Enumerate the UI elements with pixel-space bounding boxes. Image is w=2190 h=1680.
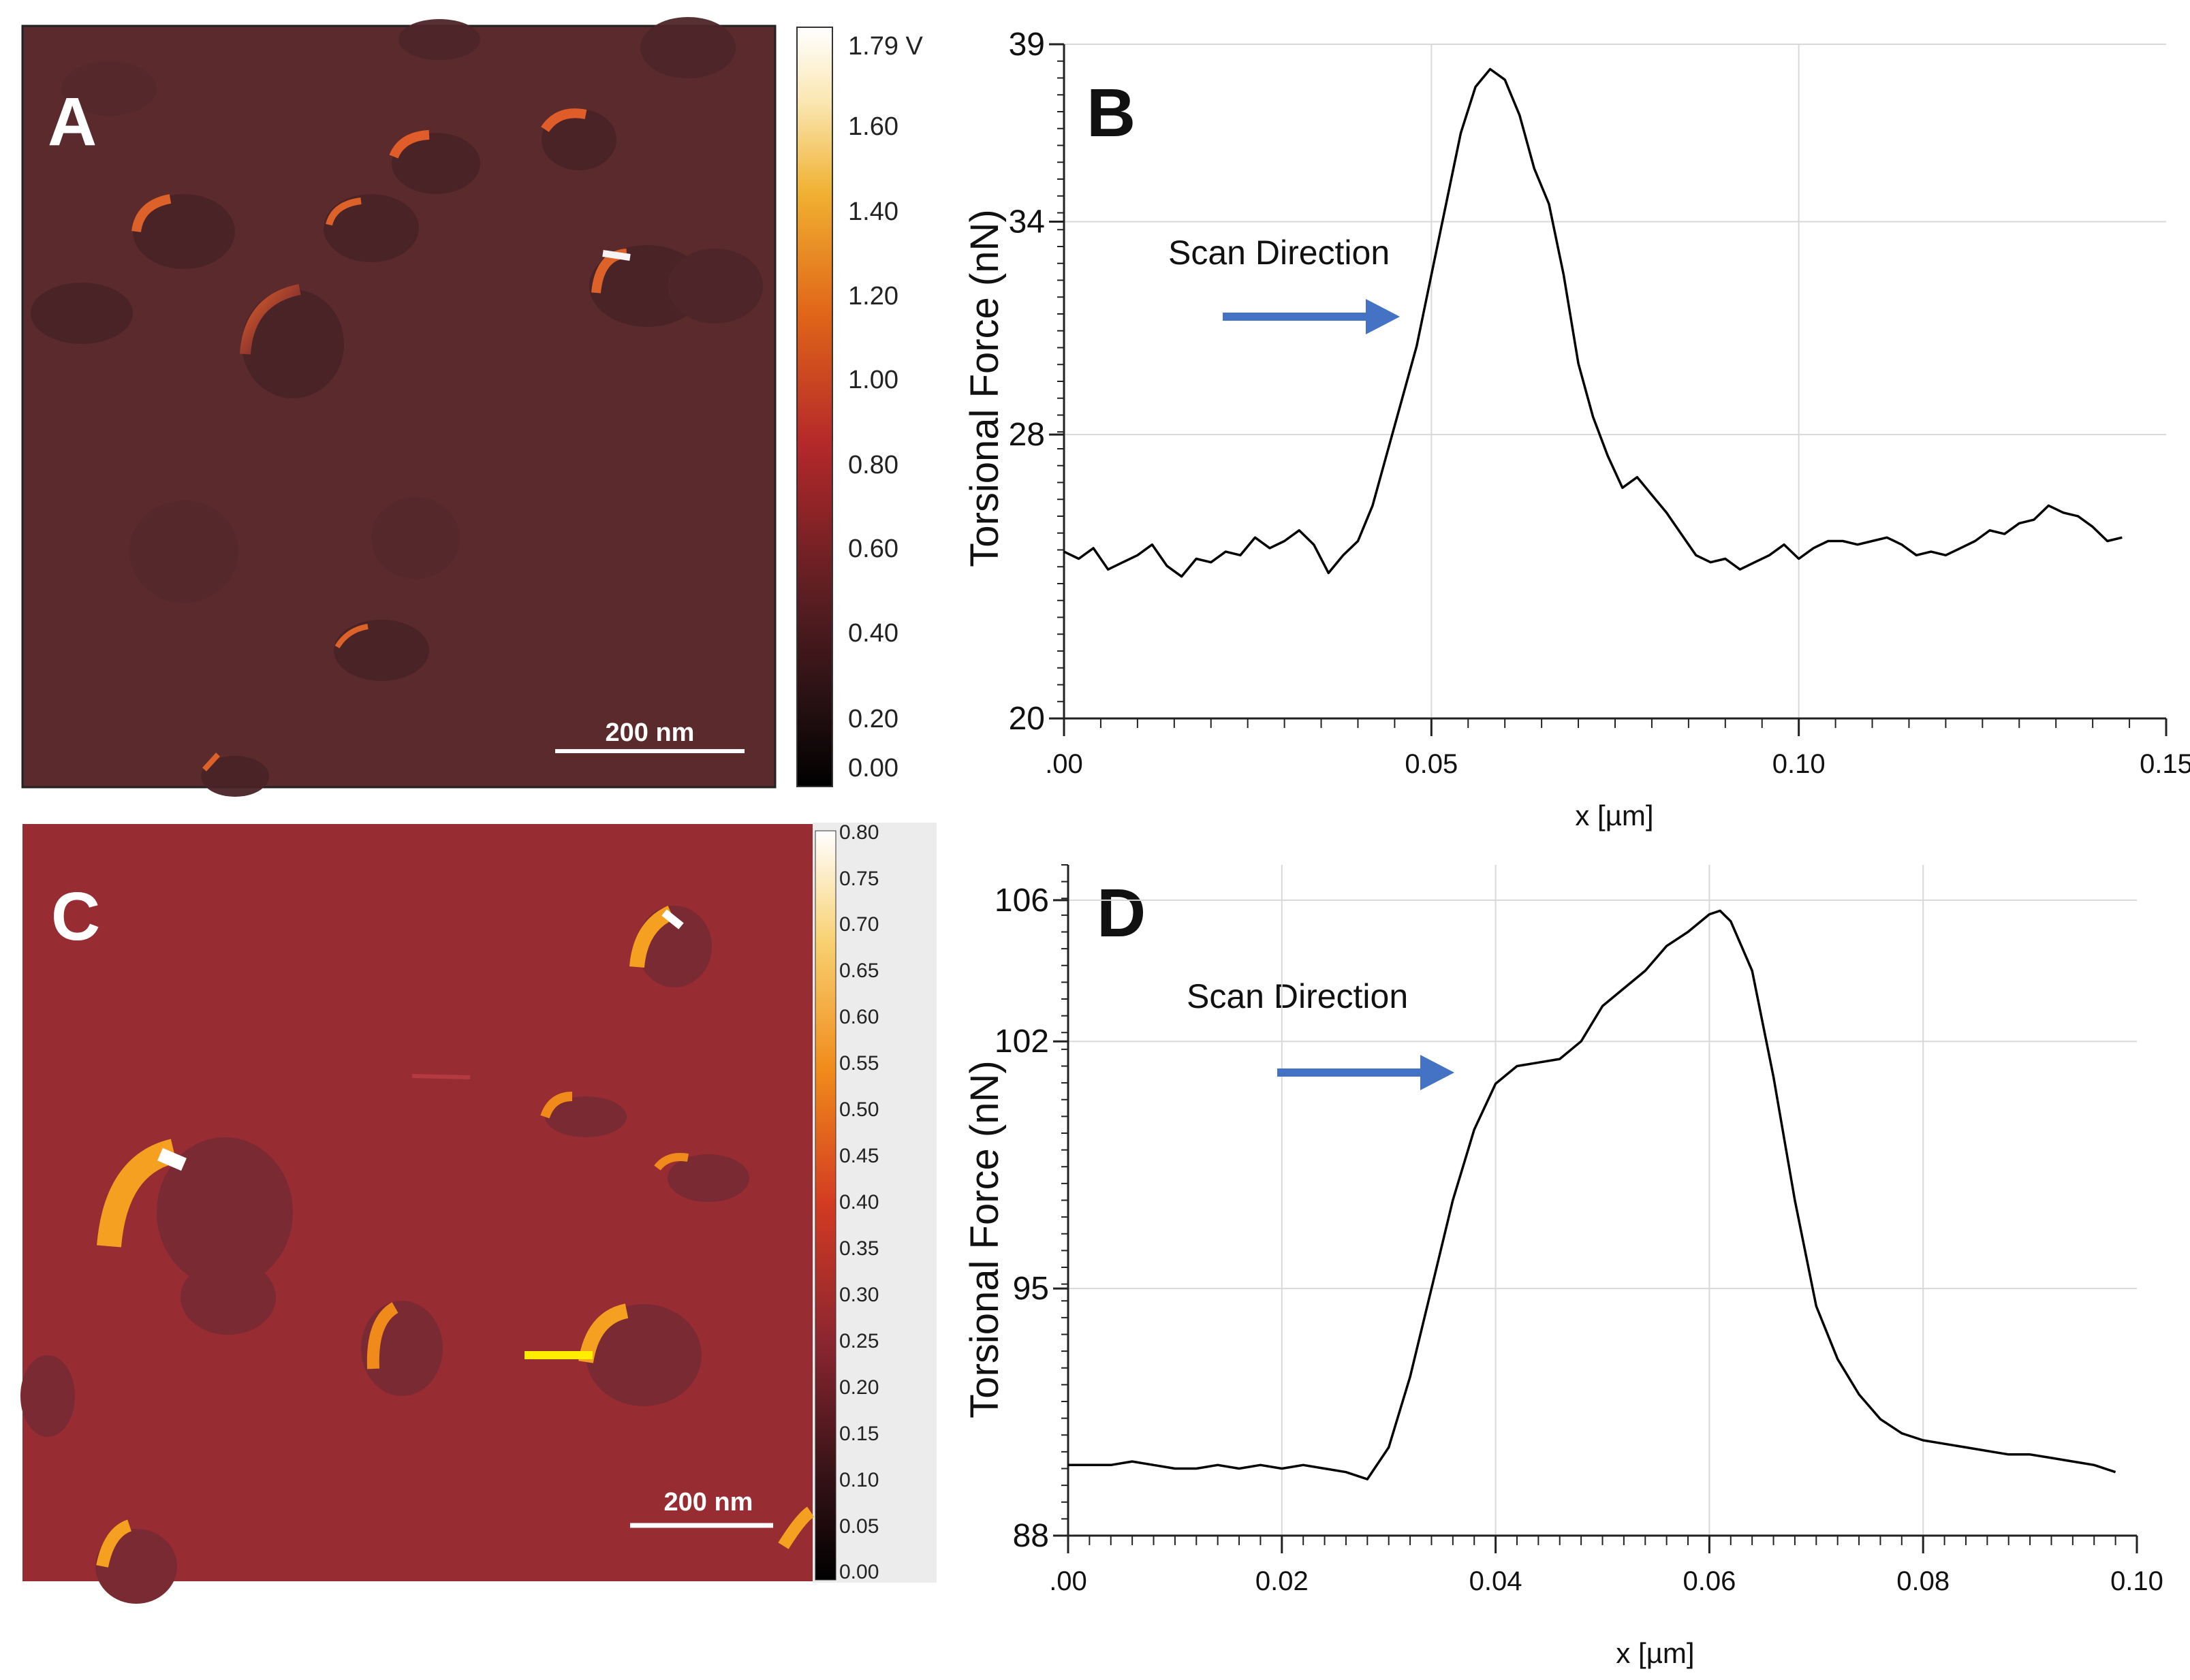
- chart-d-scan-arrow-head: [1420, 1055, 1454, 1090]
- y-axis-label-b: Torsional Force (nN): [963, 209, 1007, 567]
- colorbar-a-tick: 1.60: [848, 112, 898, 141]
- colorbar-a-tick: 1.79 V: [848, 32, 924, 61]
- panel-b: Torsional Force (nN) x [µm] Scan Directi…: [940, 0, 2190, 838]
- colorbar-c-tick: 0.15: [839, 1423, 879, 1445]
- colorbar-c-tick: 0.60: [839, 1006, 879, 1028]
- colorbar-c-tick: 0.65: [839, 960, 879, 982]
- colorbar-a-tick: 0.40: [848, 619, 898, 648]
- colorbar-c-tick: 0.80: [839, 821, 879, 844]
- y-axis-label-d: Torsional Force (nN): [963, 1060, 1007, 1418]
- colorbar-c-tick: 0.10: [839, 1469, 879, 1491]
- annotation-b: Scan Direction: [1168, 234, 1390, 272]
- annotation-d: Scan Direction: [1187, 977, 1408, 1015]
- panel-label-a: A: [48, 84, 97, 160]
- colorbar-a-tick: 1.00: [848, 366, 898, 394]
- colorbar-a: [796, 27, 833, 787]
- colorbar-c-tick: 0.50: [839, 1098, 879, 1121]
- colorbar-c-tick: 0.00: [839, 1561, 879, 1583]
- chart-d-x-tick-label: 0.10: [2110, 1566, 2163, 1596]
- chart-d-x-tick-label: 0.02: [1255, 1566, 1309, 1596]
- afm-features-c: [20, 905, 815, 1604]
- colorbar-c-tick: 0.70: [839, 913, 879, 936]
- colorbar-c-tick: 0.55: [839, 1052, 879, 1075]
- panel-c-svg: 200 nm C 0.80 0.75 0.70 0.65 0.60 0.55 0…: [20, 821, 937, 1604]
- panel-label-b: B: [1086, 75, 1136, 151]
- chart-b-y-tick-label: 28: [1009, 417, 1045, 453]
- chart-d-x-tick-label: 0.08: [1896, 1566, 1950, 1596]
- afm-features-a: [31, 17, 763, 797]
- chart-d-series-line: [1068, 909, 2116, 1480]
- chart-b-y-tick-label: 34: [1009, 204, 1045, 240]
- chart-b-series-line: [1063, 67, 2123, 578]
- colorbar-c-tick: 0.05: [839, 1515, 879, 1538]
- colorbar-c-tick: 0.45: [839, 1145, 879, 1167]
- chart-b-y-tick-label: 20: [1009, 701, 1045, 737]
- chart-d-x-tick-label: 0.04: [1469, 1566, 1522, 1596]
- colorbar-c-tick: 0.40: [839, 1191, 879, 1214]
- chart-b-x-tick-label: 0.05: [1405, 749, 1458, 779]
- panel-label-d: D: [1097, 875, 1146, 951]
- chart-d-y-tick-label: 102: [995, 1024, 1049, 1060]
- chart-d-x-tick-label: 0.06: [1683, 1566, 1736, 1596]
- colorbar-c-tick: 0.75: [839, 868, 879, 890]
- chart-d-x-tick-label: .00: [1049, 1566, 1087, 1596]
- chart-b-x-tick-label: 0.15: [2140, 749, 2190, 779]
- colorbar-c-tick: 0.30: [839, 1284, 879, 1306]
- colorbar-c: [815, 830, 836, 1581]
- panel-d: Torsional Force (nN) x [µm] Scan Directi…: [940, 838, 2190, 1677]
- x-axis-label-d: x [µm]: [1616, 1637, 1694, 1669]
- colorbar-a-ticks: 1.79 V 1.60 1.40 1.20 1.00 0.80 0.60 0.4…: [848, 32, 924, 782]
- chart-d-y-tick-label: 106: [995, 883, 1049, 919]
- colorbar-a-tick: 0.00: [848, 754, 898, 782]
- panel-a-svg: 200 nm A 1.79 V 1.60 1.40 1.20 1.00 0.80…: [21, 17, 924, 797]
- colorbar-c-tick: 0.20: [839, 1376, 879, 1399]
- scale-bar-label-c: 200 nm: [664, 1488, 753, 1517]
- colorbar-a-tick: 0.80: [848, 451, 898, 479]
- colorbar-a-tick: 0.20: [848, 705, 898, 733]
- chart-d-y-tick-label: 95: [1013, 1271, 1049, 1307]
- colorbar-a-tick: 1.40: [848, 197, 898, 226]
- chart-d: Torsional Force (nN) x [µm] Scan Directi…: [963, 864, 2163, 1669]
- chart-b-y-tick-label: 39: [1009, 27, 1045, 63]
- chart-d-y-tick-label: 88: [1013, 1518, 1049, 1554]
- panel-a: 200 nm A 1.79 V 1.60 1.40 1.20 1.00 0.80…: [0, 0, 967, 804]
- colorbar-c-tick: 0.35: [839, 1237, 879, 1260]
- chart-b-scan-arrow-head: [1366, 299, 1400, 334]
- x-axis-label-b: x [µm]: [1575, 799, 1653, 831]
- scale-bar-label-a: 200 nm: [606, 718, 695, 747]
- panel-label-c: C: [51, 878, 100, 955]
- chart-b-x-tick-label: 0.10: [1772, 749, 1826, 779]
- colorbar-a-tick: 1.20: [848, 282, 898, 311]
- colorbar-c-ticks: 0.80 0.75 0.70 0.65 0.60 0.55 0.50 0.45 …: [839, 821, 879, 1583]
- panel-c: 200 nm C 0.80 0.75 0.70 0.65 0.60 0.55 0…: [0, 810, 967, 1677]
- chart-b: Torsional Force (nN) x [µm] Scan Directi…: [963, 27, 2190, 831]
- chart-b-x-tick-label: .00: [1045, 749, 1083, 779]
- colorbar-c-tick: 0.25: [839, 1330, 879, 1352]
- colorbar-a-tick: 0.60: [848, 535, 898, 563]
